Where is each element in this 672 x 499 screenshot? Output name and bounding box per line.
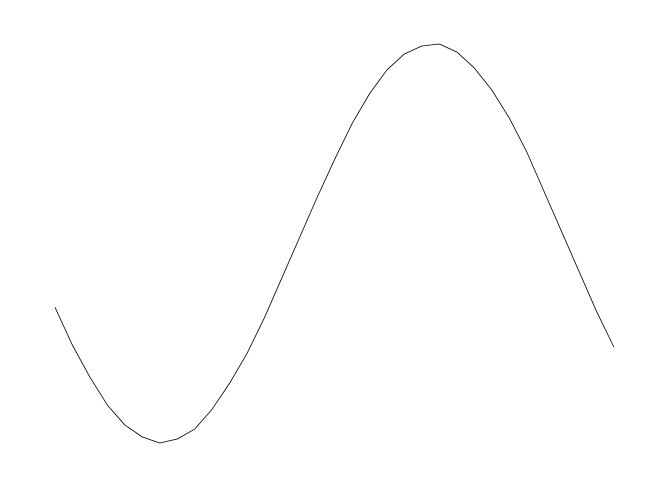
data-line bbox=[54, 43, 615, 444]
